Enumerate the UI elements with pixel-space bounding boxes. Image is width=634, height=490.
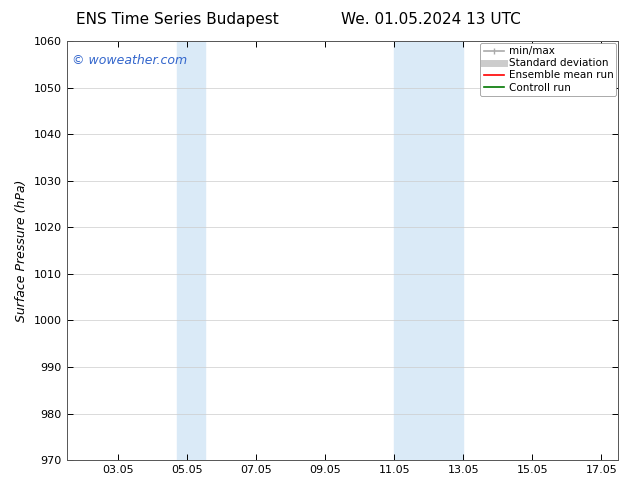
Y-axis label: Surface Pressure (hPa): Surface Pressure (hPa) (15, 179, 28, 322)
Text: We. 01.05.2024 13 UTC: We. 01.05.2024 13 UTC (341, 12, 521, 27)
Bar (394, 41, 463, 460)
Legend: min/max, Standard deviation, Ensemble mean run, Controll run: min/max, Standard deviation, Ensemble me… (481, 43, 616, 96)
Bar (177, 41, 205, 460)
Text: ENS Time Series Budapest: ENS Time Series Budapest (76, 12, 279, 27)
Text: © woweather.com: © woweather.com (72, 53, 187, 67)
